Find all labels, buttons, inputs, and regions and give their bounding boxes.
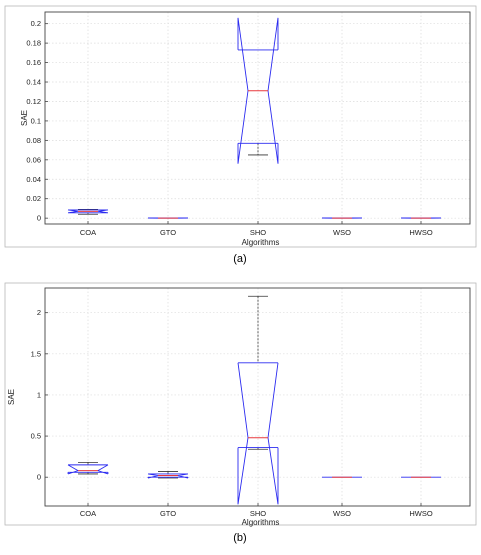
x-tick-label-hwso: HWSO bbox=[409, 509, 432, 518]
y-tick-label: 2 bbox=[37, 308, 41, 317]
plot-area bbox=[45, 288, 470, 506]
panel-label: (b) bbox=[233, 532, 246, 544]
x-tick-label-gto: GTO bbox=[160, 228, 176, 237]
y-tick-label: 0.04 bbox=[26, 175, 41, 184]
x-tick-label-wso: WSO bbox=[333, 228, 351, 237]
x-tick-label-hwso: HWSO bbox=[409, 228, 432, 237]
x-tick-label-coa: COA bbox=[80, 509, 96, 518]
panel-label: (a) bbox=[233, 253, 246, 265]
box-outline bbox=[238, 363, 278, 504]
x-tick-label-sho: SHO bbox=[250, 509, 266, 518]
y-tick-label: 1.5 bbox=[31, 349, 41, 358]
x-tick-label-sho: SHO bbox=[250, 228, 266, 237]
y-axis-label: SAE bbox=[20, 110, 29, 126]
y-tick-label: 0.1 bbox=[31, 116, 41, 125]
box-coa bbox=[68, 462, 108, 474]
y-tick-label: 0 bbox=[37, 473, 41, 482]
chart-panel-a: 0 0.02 0.04 0.06 0.08 0.1 0.12 0.14 0.16 0.18 0.2 C… bbox=[5, 6, 476, 265]
box-outline bbox=[68, 465, 108, 474]
chart-panel-b: 0 0.5 1 1.5 2 COA GTO SHO WSO HWSO Algorithms SAE (b… bbox=[5, 283, 476, 544]
y-tick-label: 0.06 bbox=[26, 155, 41, 164]
y-tick-label: 0.2 bbox=[31, 19, 41, 28]
y-tick-label: 0.18 bbox=[26, 39, 41, 48]
x-axis-label: Algorithms bbox=[242, 518, 280, 527]
x-axis-label: Algorithms bbox=[242, 238, 280, 247]
y-tick-label: 0.08 bbox=[26, 136, 41, 145]
x-tick-label-wso: WSO bbox=[333, 509, 351, 518]
box-coa bbox=[68, 209, 108, 214]
y-tick-label: 0 bbox=[37, 214, 41, 223]
y-tick-label: 0.5 bbox=[31, 432, 41, 441]
plot-area bbox=[45, 12, 470, 224]
y-tick-label: 0.02 bbox=[26, 194, 41, 203]
y-tick-label: 0.14 bbox=[26, 78, 41, 87]
y-tick-label: 0.16 bbox=[26, 58, 41, 67]
y-tick-label: 0.12 bbox=[26, 97, 41, 106]
y-axis-label: SAE bbox=[7, 389, 16, 405]
x-tick-label-gto: GTO bbox=[160, 509, 176, 518]
x-tick-label-coa: COA bbox=[80, 228, 96, 237]
y-tick-label: 1 bbox=[37, 390, 41, 399]
